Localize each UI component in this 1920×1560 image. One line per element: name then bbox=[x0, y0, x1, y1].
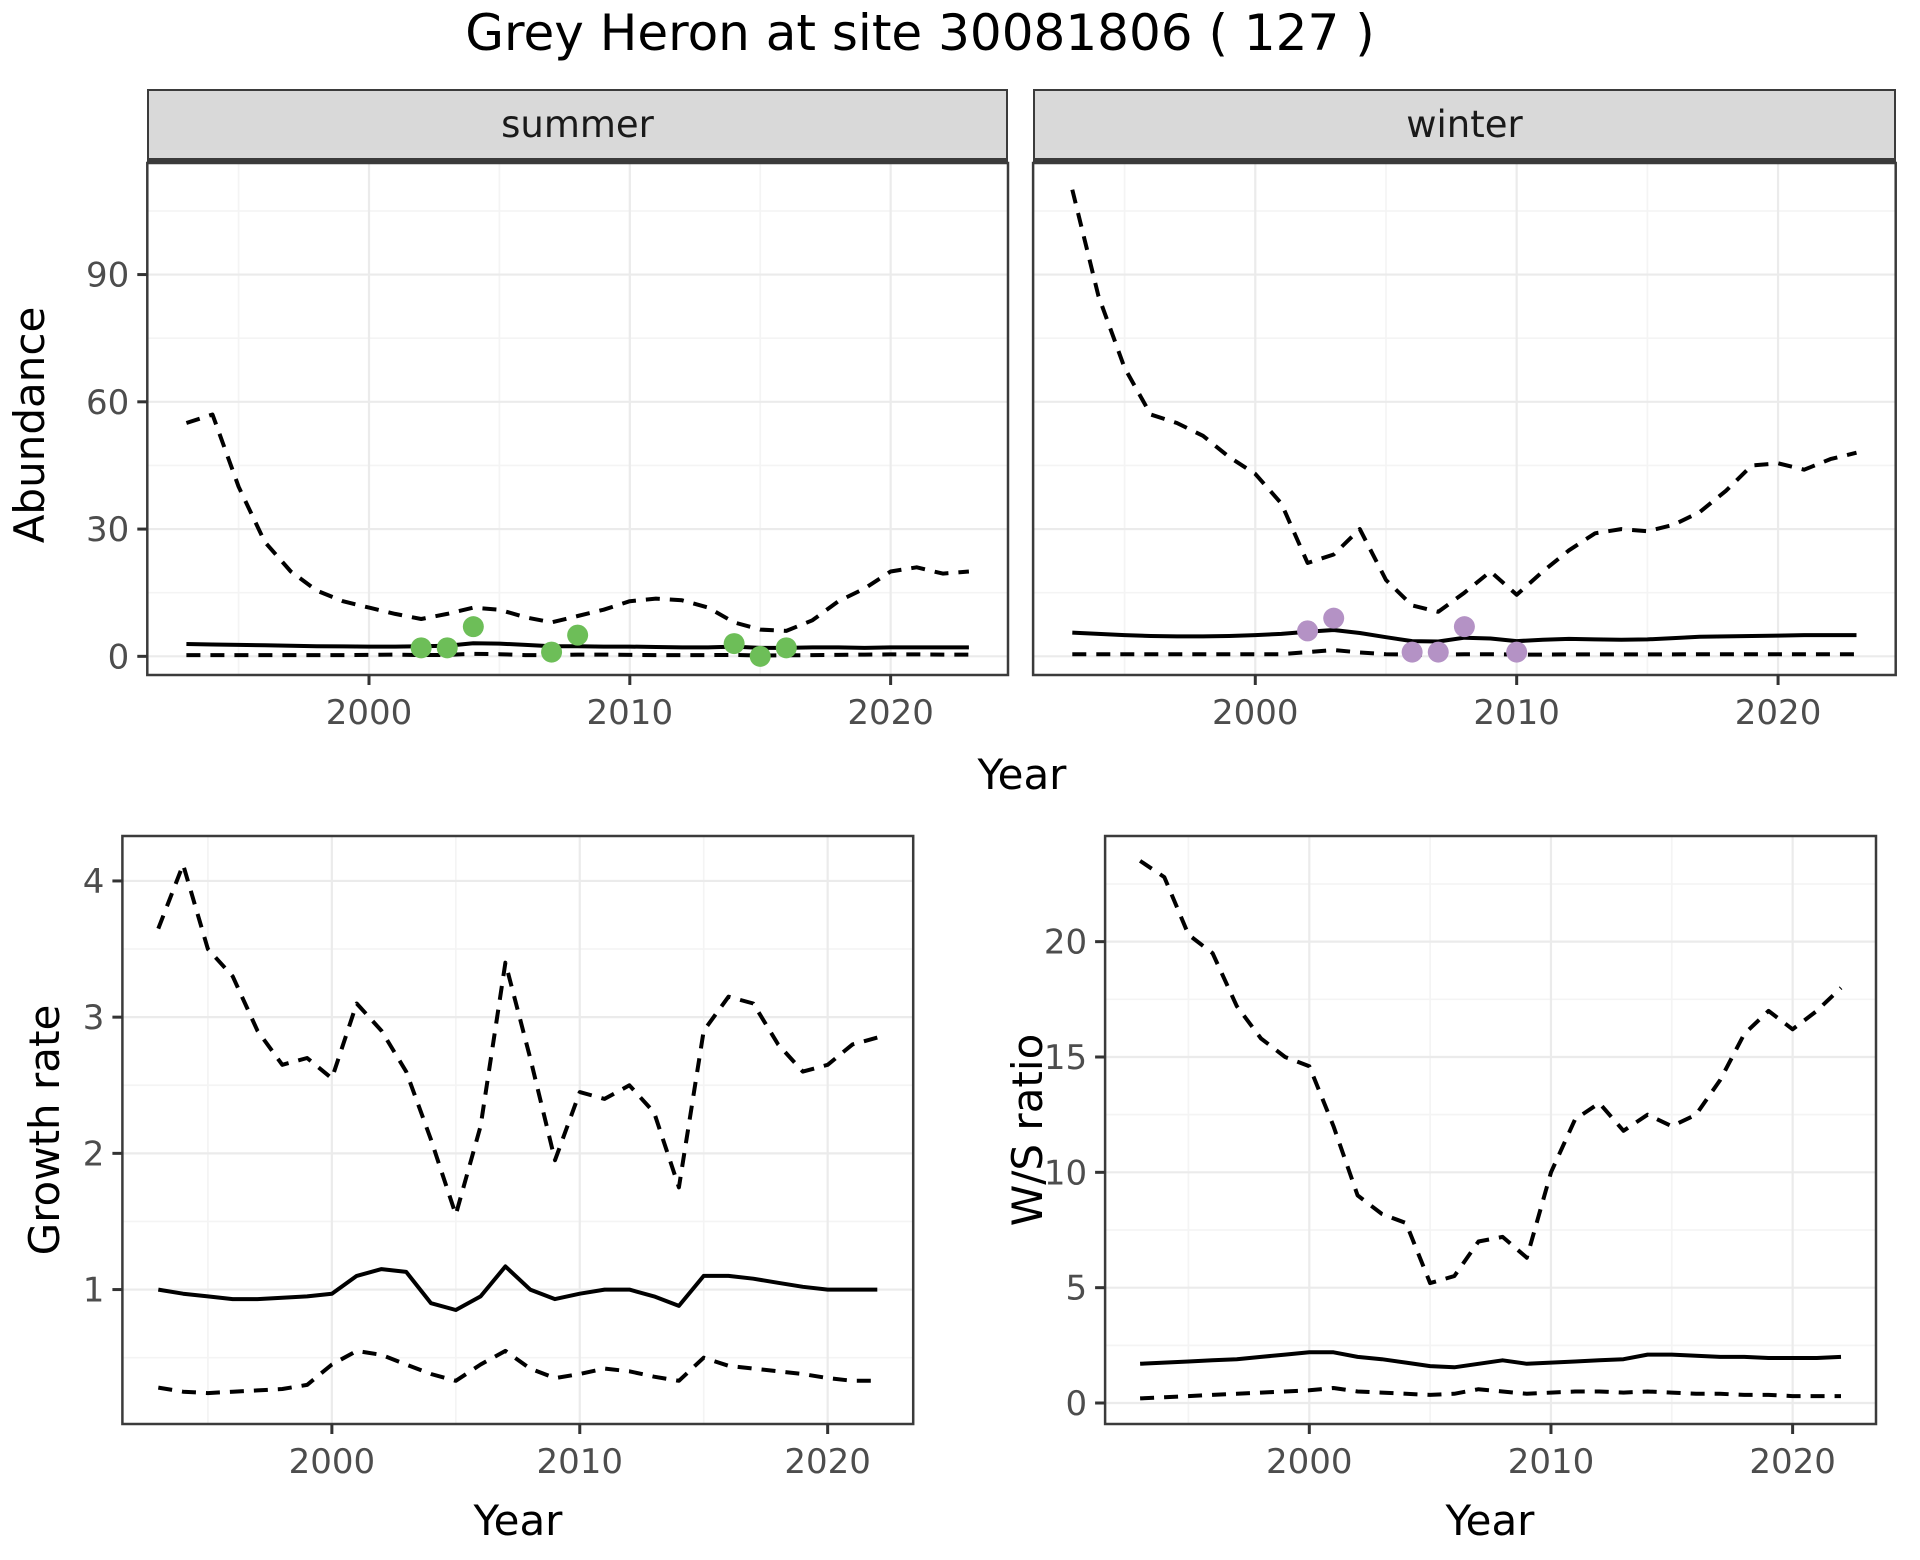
y-tick-label: 2 bbox=[83, 1134, 105, 1174]
y-tick-label: 5 bbox=[1065, 1269, 1087, 1309]
y-tick-label: 20 bbox=[1044, 923, 1087, 963]
abundance-summer-observation-point bbox=[567, 624, 589, 646]
facet-strip-summer: summer bbox=[147, 89, 1008, 162]
panel-growth-rate: 2000 2010 2020 1 2 3 4 bbox=[83, 834, 915, 1482]
ws-ratio-lower_ci-line bbox=[1140, 1386, 1841, 1401]
abundance-winter-panel-border bbox=[1031, 161, 1897, 677]
abundance-winter-observation-point bbox=[1453, 616, 1475, 638]
ws-ratio-panel-background bbox=[1105, 836, 1876, 1424]
abundance-summer-observation-point bbox=[436, 637, 458, 659]
ws-ratio-estimate-line bbox=[1140, 1350, 1842, 1370]
abundance-winter-lower_ci-line bbox=[1072, 648, 1857, 657]
y-tick-label: 3 bbox=[83, 998, 105, 1038]
x-axis-title-year-top: Year bbox=[977, 750, 1067, 799]
x-axis-title-year-bottom-right: Year bbox=[1445, 1496, 1535, 1545]
x-tick-label: 2020 bbox=[1749, 1442, 1836, 1482]
abundance-winter-observation-point bbox=[1427, 641, 1449, 663]
abundance-summer-observation-point bbox=[749, 645, 771, 667]
abundance-summer-upper_ci-line bbox=[185, 412, 970, 633]
panel-ws-ratio: 2000 2010 2020 0 5 10 15 20 bbox=[1044, 834, 1878, 1482]
x-tick-label: 2000 bbox=[326, 693, 413, 733]
abundance-winter-observation-point bbox=[1506, 641, 1528, 663]
abundance-winter-panel-background bbox=[1033, 163, 1896, 675]
abundance-summer-observation-point bbox=[462, 616, 484, 638]
y-axis-title-abundance: Abundance bbox=[5, 306, 54, 544]
y-tick-label: 0 bbox=[1065, 1384, 1087, 1424]
abundance-winter-estimate-line bbox=[1072, 628, 1857, 644]
abundance-summer-panel-background bbox=[147, 163, 1009, 675]
growth-rate-panel-border bbox=[121, 834, 915, 1426]
ws-ratio-panel-border bbox=[1103, 834, 1878, 1426]
y-axis-title-growth-rate: Growth rate bbox=[20, 1004, 69, 1256]
y-tick-label: 1 bbox=[83, 1271, 105, 1311]
growth-rate-lower_ci-line bbox=[157, 1348, 878, 1396]
panel-abundance-winter: 2000 2010 2020 bbox=[1031, 161, 1897, 733]
growth-rate-estimate-line bbox=[157, 1264, 878, 1312]
abundance-winter-observation-point bbox=[1297, 620, 1319, 642]
y-axis-title-ws-ratio: W/S ratio bbox=[1003, 1033, 1052, 1227]
x-tick-label: 2000 bbox=[1266, 1442, 1353, 1482]
abundance-summer-observation-point bbox=[541, 641, 563, 663]
x-tick-label: 2000 bbox=[289, 1442, 376, 1482]
x-tick-label: 2020 bbox=[784, 1442, 871, 1482]
abundance-summer-lower_ci-line bbox=[186, 651, 969, 658]
abundance-summer-estimate-line bbox=[186, 641, 969, 650]
abundance-winter-observation-point bbox=[1323, 607, 1345, 629]
x-tick-label: 2010 bbox=[1473, 693, 1560, 733]
abundance-summer-observation-point bbox=[410, 637, 432, 659]
y-tick-label: 60 bbox=[86, 383, 129, 423]
facet-strip-winter-label: winter bbox=[1406, 103, 1523, 146]
x-tick-label: 2020 bbox=[1735, 693, 1822, 733]
y-tick-label: 30 bbox=[86, 510, 129, 550]
abundance-summer-panel-border bbox=[146, 161, 1010, 677]
growth-rate-panel-background bbox=[122, 836, 914, 1424]
chart-title: Grey Heron at site 30081806 ( 127 ) bbox=[465, 4, 1375, 62]
x-tick-label: 2020 bbox=[847, 693, 934, 733]
abundance-winter-observation-point bbox=[1401, 641, 1423, 663]
growth-rate-upper_ci-line bbox=[156, 862, 878, 1217]
x-tick-label: 2010 bbox=[537, 1442, 624, 1482]
y-tick-label: 90 bbox=[86, 256, 129, 296]
panel-abundance-summer: 2000 2010 2020 0 30 60 90 bbox=[86, 161, 1010, 733]
y-tick-label: 4 bbox=[83, 862, 105, 902]
x-tick-label: 2000 bbox=[1212, 693, 1299, 733]
abundance-winter-upper_ci-line bbox=[1070, 189, 1857, 614]
facet-strip-winter: winter bbox=[1033, 89, 1896, 162]
abundance-summer-observation-point bbox=[723, 633, 745, 655]
y-tick-label: 15 bbox=[1044, 1038, 1087, 1078]
y-tick-label: 0 bbox=[108, 637, 130, 677]
abundance-summer-observation-point bbox=[775, 637, 797, 659]
x-tick-label: 2010 bbox=[587, 693, 674, 733]
facet-strip-summer-label: summer bbox=[501, 103, 654, 146]
x-axis-title-year-bottom-left: Year bbox=[473, 1496, 563, 1545]
x-tick-label: 2010 bbox=[1508, 1442, 1595, 1482]
y-tick-label: 10 bbox=[1044, 1153, 1087, 1193]
